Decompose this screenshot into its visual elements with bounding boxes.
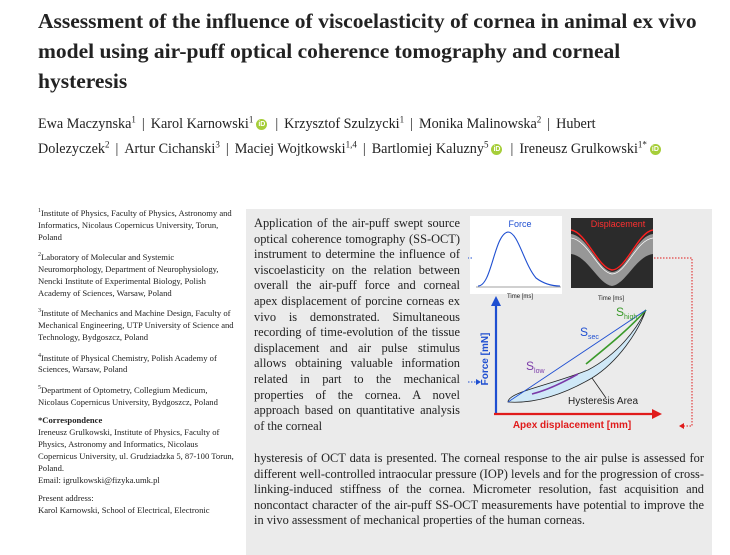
author-affiliation-number: 3	[215, 139, 220, 150]
affiliation-text: Laboratory of Molecular and Systemic Neu…	[38, 252, 219, 299]
s-high-symbol: S	[616, 305, 624, 319]
correspondence-heading: *Correspondence	[38, 414, 103, 425]
s-sec-line	[507, 309, 647, 403]
affiliations-column: 1Institute of Physics, Faculty of Physic…	[38, 205, 238, 522]
x-axis-label: Apex displacement [mm]	[513, 420, 631, 431]
affiliation-number: 4	[38, 352, 41, 359]
force-panel-title: Force	[508, 219, 531, 229]
author-separator: |	[225, 141, 229, 157]
author-affiliation-number: 2	[536, 114, 542, 125]
s-low-label: Slow	[526, 359, 545, 375]
present-address-block: Present address: Karol Karnowski, School…	[38, 492, 238, 516]
author-affiliation-number: 2	[104, 139, 110, 150]
x-axis-arrow	[652, 409, 662, 419]
author-separator: |	[410, 116, 413, 132]
affiliation-number: 5	[38, 384, 41, 391]
force-curve	[477, 231, 561, 287]
s-sec-label: Ssec	[580, 325, 599, 341]
present-address-text: Karol Karnowski, School of Electrical, E…	[38, 505, 210, 516]
author-name: Karol Karnowski	[150, 116, 249, 132]
correspondence-text: Ireneusz Grulkowski, Institute of Physic…	[38, 426, 234, 473]
affiliation-item: 5Department of Optometry, Collegium Medi…	[38, 382, 238, 408]
author-separator: |	[141, 116, 145, 132]
affiliation-text: Institute of Physical Chemistry, Polish …	[38, 352, 217, 375]
affiliation-list: 1Institute of Physics, Faculty of Physic…	[38, 205, 238, 408]
hysteresis-pointer	[591, 377, 607, 399]
correspondence-email[interactable]: Email: igrulkowski@fizyka.umk.pl	[38, 475, 160, 486]
affiliation-text: Department of Optometry, Collegium Medic…	[38, 384, 218, 407]
affiliation-text: Institute of Mechanics and Machine Desig…	[38, 308, 234, 343]
s-high-line	[585, 309, 647, 365]
affiliation-item: 2Laboratory of Molecular and Systemic Ne…	[38, 249, 238, 299]
present-address-heading: Present address:	[38, 493, 94, 504]
s-low-symbol: S	[526, 359, 534, 373]
s-high-subscript: high	[624, 314, 637, 321]
affiliation-number: 3	[38, 308, 41, 315]
author-list: Ewa Maczynska1 | Karol Karnowski1iD | Krzysz…	[38, 112, 708, 162]
author-name: Ewa Maczynska	[38, 116, 132, 132]
author-affiliation-number: 5	[483, 139, 489, 150]
displacement-connector-arrowhead	[679, 423, 684, 429]
author-name: Hubert Dolezyczek	[38, 116, 596, 157]
author-affiliation-number: 1	[131, 114, 136, 125]
affiliation-number: 2	[38, 252, 41, 259]
affiliation-item: 1Institute of Physics, Faculty of Physic…	[38, 205, 238, 243]
affiliation-item: 4Institute of Physical Chemistry, Polish…	[38, 350, 238, 376]
displacement-curve	[570, 229, 654, 271]
s-high-label: Shigh	[616, 305, 637, 321]
author-separator: |	[362, 141, 366, 157]
author-name: Monika Malinowska	[418, 116, 537, 132]
displacement-connector	[654, 257, 693, 427]
displacement-surface	[570, 237, 654, 275]
abstract-text-top: Application of the air-puff swept source…	[254, 216, 460, 433]
affiliation-number: 1	[38, 208, 41, 214]
abstract-text-bottom: hysteresis of OCT data is presented. The…	[254, 451, 704, 528]
author-affiliation-number: 1	[248, 114, 254, 125]
s-sec-subscript: sec	[588, 334, 599, 341]
author-separator: |	[275, 116, 279, 132]
hysteresis-area-label: Hysteresis Area	[568, 396, 638, 407]
displacement-time-label: Time [ms]	[598, 296, 624, 302]
author-separator: |	[510, 141, 514, 157]
orcid-icon[interactable]: iD	[256, 119, 268, 131]
displacement-tissue	[571, 234, 653, 286]
author-affiliation-number: 1*	[637, 139, 647, 150]
graphical-abstract-figure: Force Time [ms] Displacement Time [ms] S…	[468, 216, 693, 431]
force-connector-arrowhead	[476, 379, 481, 385]
author-affiliation-number: 1	[399, 114, 405, 125]
s-low-subscript: low	[534, 368, 545, 375]
orcid-icon[interactable]: iD	[649, 144, 661, 156]
force-connector	[468, 257, 476, 383]
author-separator: |	[115, 141, 119, 157]
y-axis-arrow	[491, 296, 501, 306]
author-separator: |	[547, 116, 551, 132]
author-name: Artur Cichanski	[124, 141, 216, 157]
paper-title: Assessment of the influence of viscoelas…	[38, 9, 697, 93]
author-affiliation-number: 1,4	[345, 139, 357, 150]
force-time-label: Time [ms]	[507, 294, 533, 300]
author-name: Ireneusz Grulkowski	[519, 141, 638, 157]
affiliation-item: 3Institute of Mechanics and Machine Desi…	[38, 305, 238, 343]
author-name: Bartlomiej Kaluzny	[371, 141, 484, 157]
author-name: Maciej Wojtkowski	[234, 141, 346, 157]
s-low-line	[531, 373, 579, 395]
orcid-icon[interactable]: iD	[491, 144, 503, 156]
s-sec-symbol: S	[580, 325, 588, 339]
affiliation-text: Institute of Physics, Faculty of Physics…	[38, 207, 232, 243]
y-axis-label: Force [mN]	[480, 333, 491, 386]
correspondence-block: *Correspondence Ireneusz Grulkowski, Ins…	[38, 414, 238, 487]
displacement-panel-title: Displacement	[591, 219, 646, 229]
author-name: Krzysztof Szulzycki	[284, 116, 400, 132]
